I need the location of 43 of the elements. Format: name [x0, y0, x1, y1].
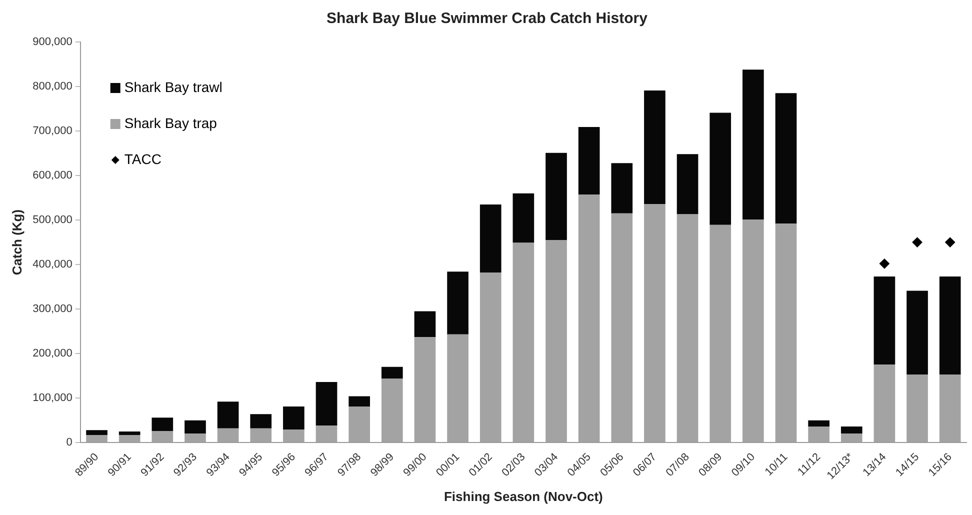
legend-label: Shark Bay trawl	[124, 78, 222, 95]
bar	[480, 204, 502, 273]
bar	[939, 276, 961, 374]
bar	[250, 414, 272, 428]
y-tick-label: 600,000	[32, 170, 72, 182]
chart-title: Shark Bay Blue Swimmer Crab Catch History	[326, 10, 648, 28]
bar	[316, 382, 338, 426]
y-tick-label: 200,000	[32, 348, 72, 360]
bar	[152, 418, 174, 432]
bar	[874, 276, 896, 365]
bar	[118, 431, 140, 436]
bar	[381, 366, 403, 378]
y-tick-label: 100,000	[32, 392, 72, 404]
y-axis-title: Catch (Kg)	[9, 209, 24, 276]
bar	[840, 426, 862, 434]
bar	[578, 127, 600, 195]
bar	[546, 152, 567, 240]
legend-label: TACC	[124, 150, 162, 167]
bar	[283, 406, 304, 430]
bar	[184, 420, 206, 434]
bar	[808, 420, 830, 427]
legend-label: Shark Bay trap	[124, 114, 218, 131]
bar	[775, 93, 797, 224]
y-tick-label: 400,000	[32, 258, 72, 271]
y-tick-label: 0	[66, 436, 72, 449]
y-tick-label: 900,000	[32, 36, 72, 48]
bar	[676, 154, 698, 214]
bar	[644, 90, 666, 204]
bar	[742, 70, 764, 220]
bar	[710, 112, 732, 225]
bar	[217, 402, 239, 428]
y-tick-label: 800,000	[32, 80, 72, 93]
bar	[512, 193, 534, 243]
x-axis-title: Fishing Season (Nov-Oct)	[444, 488, 603, 504]
bar	[611, 163, 633, 214]
bar	[86, 430, 108, 436]
y-tick-label: 500,000	[32, 214, 72, 226]
bar	[414, 311, 436, 338]
y-tick-label: 700,000	[32, 125, 72, 138]
bar	[348, 396, 370, 407]
y-tick-label: 300,000	[32, 303, 72, 316]
bar	[447, 272, 468, 334]
bar	[906, 290, 928, 374]
